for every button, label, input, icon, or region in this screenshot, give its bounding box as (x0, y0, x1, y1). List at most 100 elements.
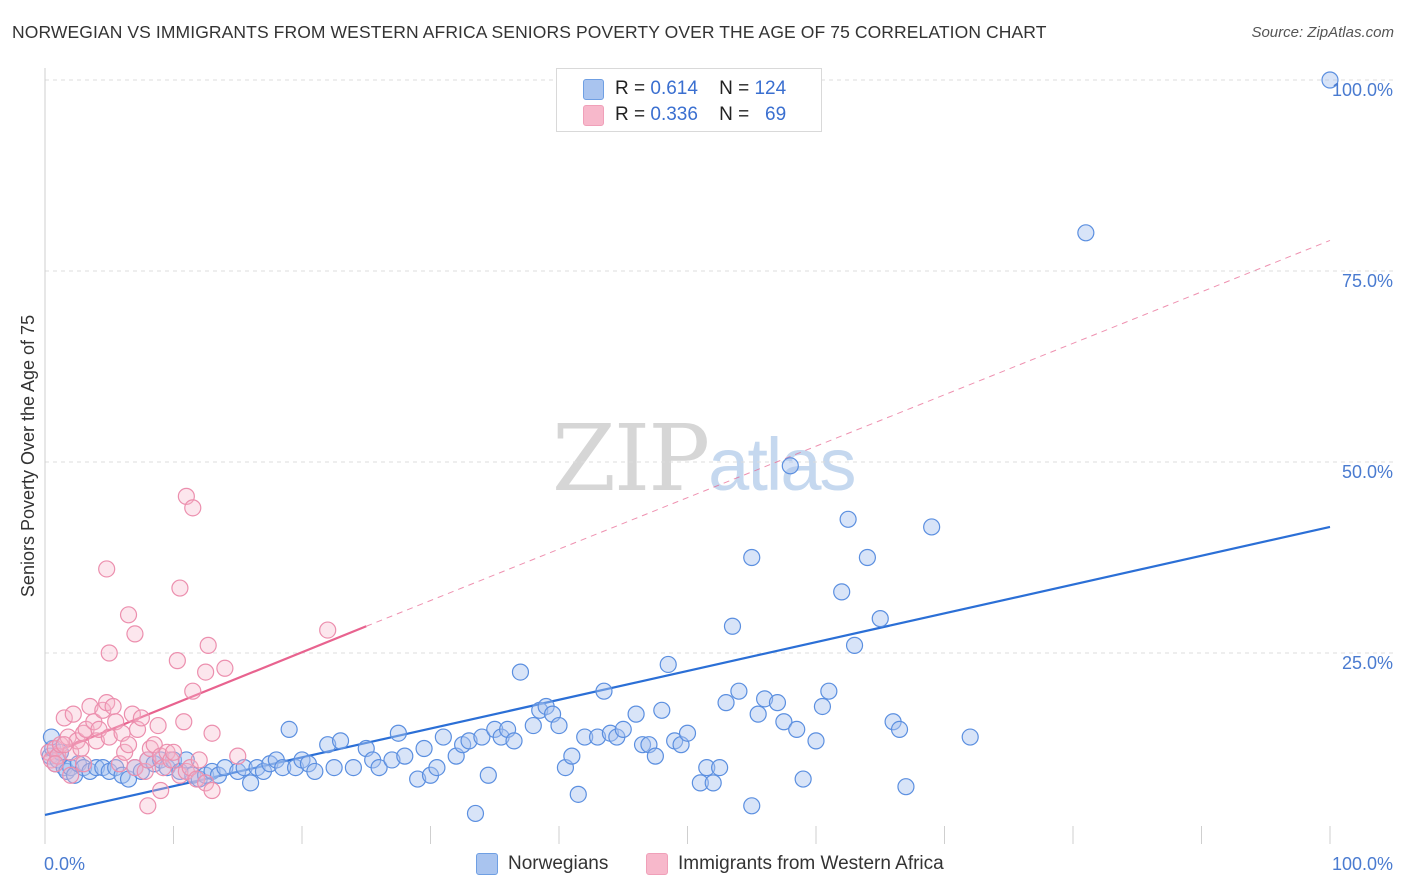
legend-n-value: 69 (765, 104, 787, 125)
point-immigrants (55, 709, 73, 727)
legend-n-value: 124 (754, 78, 787, 99)
trend-line-dashed-1 (366, 239, 1331, 627)
point-norwegians (871, 610, 889, 628)
point-norwegians (383, 751, 401, 769)
point-norwegians (923, 518, 941, 536)
point-immigrants (64, 705, 82, 723)
point-norwegians (473, 728, 491, 746)
stats-legend: R = 0.614 N = 124 R = 0.336 N = 69 (556, 68, 822, 132)
chart-title: NORWEGIAN VS IMMIGRANTS FROM WESTERN AFR… (12, 22, 1047, 42)
point-immigrants (55, 736, 73, 754)
point-norwegians (698, 758, 716, 777)
source-label: Source: ZipAtlas.com (1251, 24, 1394, 41)
point-immigrants (203, 724, 221, 742)
point-immigrants (72, 739, 90, 758)
point-norwegians (743, 797, 761, 815)
point-norwegians (711, 758, 729, 777)
point-norwegians (428, 758, 446, 777)
y-axis-title: Seniors Poverty Over the Age of 75 (18, 315, 38, 597)
point-immigrants (188, 770, 206, 788)
point-norwegians (216, 758, 234, 777)
point-norwegians (730, 682, 748, 700)
point-norwegians (833, 583, 851, 601)
point-norwegians (274, 758, 292, 777)
point-norwegians (653, 701, 671, 719)
point-immigrants (175, 713, 193, 731)
point-immigrants (123, 705, 141, 723)
point-norwegians (633, 736, 652, 754)
point-norwegians (627, 705, 645, 723)
point-norwegians (723, 617, 742, 635)
point-immigrants (104, 697, 122, 716)
point-norwegians (1077, 224, 1095, 242)
point-norwegians (845, 636, 864, 654)
point-immigrants (199, 636, 217, 654)
point-norwegians (717, 694, 735, 712)
point-immigrants (98, 560, 116, 578)
point-norwegians (595, 682, 613, 700)
watermark-zip: ZIP (552, 405, 710, 512)
point-immigrants (164, 743, 183, 761)
point-norwegians (511, 663, 530, 681)
point-immigrants (184, 682, 202, 700)
legend-r-value: 0.614 (650, 78, 698, 99)
point-immigrants (100, 644, 118, 662)
point-norwegians (280, 720, 298, 739)
point-norwegians (1321, 71, 1339, 89)
point-norwegians (242, 774, 260, 792)
bottom-legend-swatch-blue (476, 853, 498, 875)
y-tick-label: 100.0% (1332, 80, 1393, 100)
point-immigrants (132, 709, 150, 727)
point-norwegians (678, 724, 697, 742)
point-immigrants (46, 755, 64, 773)
legend-swatch-pink (583, 105, 604, 126)
point-norwegians (768, 694, 787, 712)
point-norwegians (820, 682, 838, 700)
point-norwegians (743, 548, 761, 567)
point-immigrants (152, 781, 170, 800)
point-immigrants (229, 747, 247, 765)
point-norwegians (576, 728, 594, 746)
y-tick-label: 50.0% (1342, 462, 1393, 482)
legend-r-label: R = (615, 104, 646, 125)
point-norwegians (749, 705, 767, 723)
point-norwegians (897, 778, 915, 796)
point-norwegians (807, 732, 825, 750)
y-tick-label: 25.0% (1342, 653, 1393, 673)
legend-n-label: N = (719, 104, 750, 125)
data-points (40, 71, 1339, 823)
point-immigrants (168, 652, 186, 670)
point-immigrants (171, 579, 189, 597)
point-norwegians (781, 457, 799, 475)
axes (44, 68, 1331, 844)
trend-lines (44, 239, 1331, 817)
bottom-legend-label: Norwegians (508, 853, 609, 874)
point-norwegians (396, 747, 414, 765)
point-norwegians (415, 739, 433, 758)
point-norwegians (704, 774, 722, 792)
point-norwegians (331, 732, 350, 750)
point-norwegians (466, 804, 485, 823)
point-immigrants (139, 797, 157, 815)
point-norwegians (890, 720, 909, 739)
point-norwegians (87, 758, 106, 777)
point-norwegians (563, 747, 581, 765)
point-norwegians (306, 762, 324, 781)
point-immigrants (319, 621, 337, 639)
point-immigrants (126, 758, 144, 777)
point-norwegians (839, 510, 857, 528)
axis-labels: 25.0% 50.0% 75.0% 100.0% 0.0% 100.0% Seniors P… (18, 80, 1393, 874)
trend-line-1 (44, 625, 367, 758)
point-immigrants (184, 499, 202, 517)
x-tick-label: 0.0% (44, 854, 85, 874)
point-norwegians (691, 774, 709, 792)
point-norwegians (479, 766, 497, 784)
y-tick-label: 75.0% (1342, 271, 1393, 291)
point-immigrants (126, 625, 144, 643)
point-norwegians (646, 747, 664, 765)
bottom-legend-label: Immigrants from Western Africa (678, 853, 944, 874)
legend-n-label: N = (719, 78, 750, 99)
watermark: ZIPatlas (552, 405, 856, 512)
point-norwegians (588, 728, 607, 746)
